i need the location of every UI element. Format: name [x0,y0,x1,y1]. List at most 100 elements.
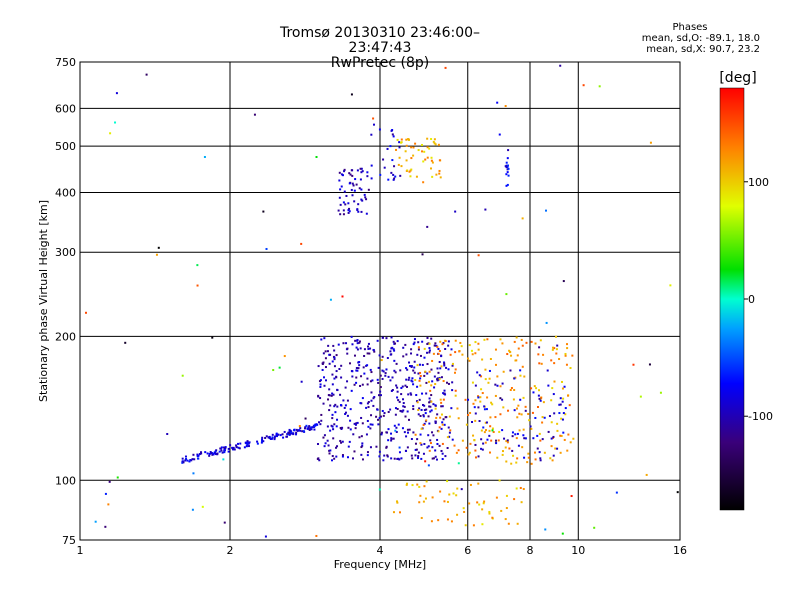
data-point [484,429,487,432]
data-point [370,399,373,402]
data-point [380,359,383,362]
data-point [484,421,487,424]
data-point [566,347,569,350]
data-point [478,374,481,377]
data-point [410,168,413,171]
data-point [221,451,224,454]
data-point [429,410,432,413]
data-point [550,399,553,402]
data-point [338,179,341,182]
data-point [366,377,369,380]
data-point [343,168,346,171]
data-point [326,350,329,353]
phase-stats: Phases mean, sd,O: -89.1, 18.0 mean, sd,… [590,22,760,55]
data-point [461,439,464,442]
data-point [457,417,460,420]
data-point [454,339,457,342]
data-point [524,405,527,408]
data-point [483,431,486,434]
data-point [426,372,429,375]
data-point [417,372,420,375]
data-point [407,378,410,381]
data-point [339,213,342,216]
data-point [344,386,347,389]
data-point [352,184,355,187]
data-point [471,353,474,356]
data-point [519,486,522,489]
data-point [352,433,355,436]
data-point [444,455,447,458]
data-point [380,433,383,436]
data-point [223,451,226,454]
data-point [356,421,359,424]
data-point [373,350,376,353]
data-point [425,480,428,483]
data-point [449,353,452,356]
data-point [377,423,380,426]
data-point [517,347,520,350]
data-point [536,447,539,450]
data-point [157,246,160,249]
data-point [300,242,303,245]
data-point [506,164,509,167]
data-point [423,409,426,412]
data-point [422,414,425,417]
data-point [441,423,444,426]
data-point [438,172,441,175]
data-point [505,173,508,176]
data-point [439,490,442,493]
data-point [360,435,363,438]
data-point [411,380,414,383]
data-point [477,342,480,345]
data-point [273,437,276,440]
data-point [456,407,459,410]
data-point [364,196,367,199]
data-point [539,399,542,402]
data-point [366,352,369,355]
data-point [526,461,529,464]
data-point [231,446,234,449]
data-point [303,427,306,430]
data-point [593,526,596,529]
data-point [550,445,553,448]
data-point [428,370,431,373]
data-point [378,354,381,357]
data-point [437,371,440,374]
data-point [419,377,422,380]
data-point [268,435,271,438]
data-point [402,409,405,412]
data-point [363,193,366,196]
data-point [429,439,432,442]
data-point [539,339,542,342]
data-point [420,427,423,430]
data-point [327,444,330,447]
data-point [286,433,289,436]
data-point [355,183,358,186]
data-point [430,368,433,371]
data-point [331,425,334,428]
data-point [515,359,518,362]
data-point [440,427,443,430]
data-point [354,423,357,426]
data-point [304,426,307,429]
data-point [546,369,549,372]
data-point [438,377,441,380]
data-point [247,442,250,445]
data-point [431,496,434,499]
data-point [344,411,347,414]
data-point [496,384,499,387]
data-point [404,415,407,418]
data-point [369,368,372,371]
data-point [428,349,431,352]
data-point [639,395,642,398]
data-point [552,454,555,457]
data-point [443,423,446,426]
data-point [392,437,395,440]
data-point [420,457,423,460]
data-point [451,364,454,367]
data-point [331,360,334,363]
data-point [513,340,516,343]
data-point [473,406,476,409]
data-point [331,373,334,376]
data-point [253,113,256,116]
